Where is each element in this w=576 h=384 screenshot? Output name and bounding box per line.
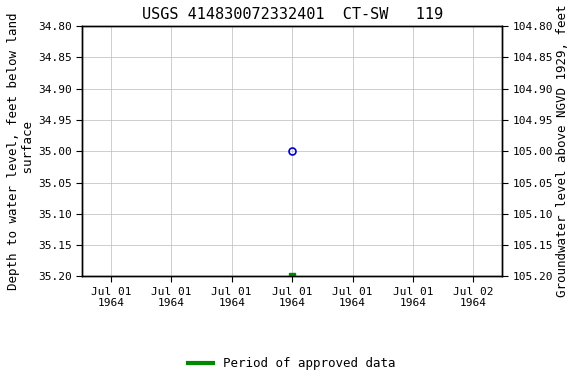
- Title: USGS 414830072332401  CT-SW   119: USGS 414830072332401 CT-SW 119: [142, 7, 443, 22]
- Y-axis label: Depth to water level, feet below land
 surface: Depth to water level, feet below land su…: [7, 12, 35, 290]
- Y-axis label: Groundwater level above NGVD 1929, feet: Groundwater level above NGVD 1929, feet: [556, 5, 569, 298]
- Legend: Period of approved data: Period of approved data: [183, 353, 401, 376]
